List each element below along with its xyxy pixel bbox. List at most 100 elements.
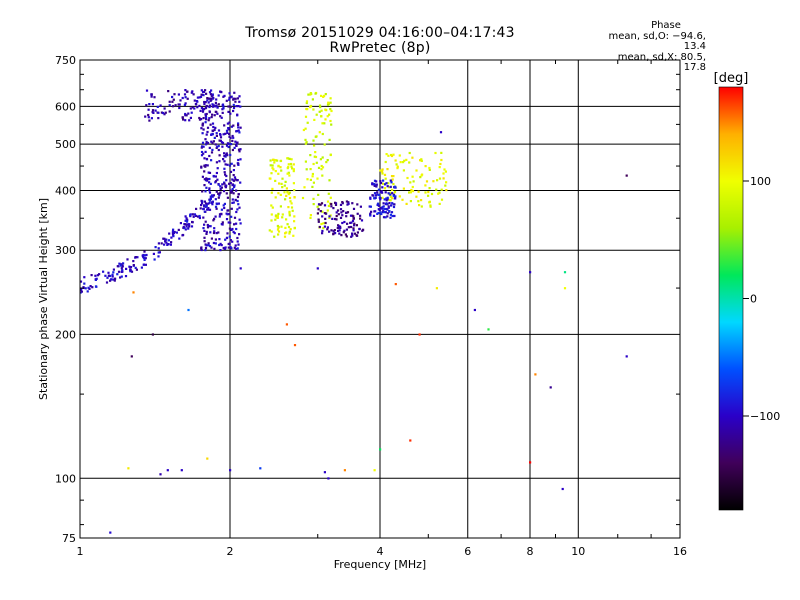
echo-point [317, 193, 320, 196]
echo-point [338, 229, 341, 232]
echo-point [228, 98, 231, 101]
echo-point [427, 194, 430, 197]
echo-point [186, 218, 189, 221]
echo-point [355, 224, 358, 227]
echo-point [204, 113, 207, 116]
echo-point [209, 225, 212, 228]
echo-point [429, 205, 432, 208]
echo-point [289, 200, 292, 203]
echo-point [238, 95, 241, 98]
echo-point [226, 154, 229, 157]
echo-point [287, 225, 291, 229]
echo-point [142, 256, 145, 260]
echo-point [326, 209, 329, 212]
echo-point [94, 274, 97, 277]
echo-point [207, 202, 210, 205]
echo-point [412, 180, 415, 183]
echo-point [292, 182, 295, 185]
echo-point [128, 265, 131, 268]
echo-point [179, 222, 182, 225]
echo-point [207, 178, 210, 181]
echo-point [381, 196, 384, 199]
echo-point [209, 199, 212, 202]
echo-point [290, 158, 293, 161]
echo-point [210, 89, 213, 92]
echo-point [309, 93, 312, 96]
echo-point [341, 214, 344, 217]
echo-point [389, 193, 392, 196]
echo-point [234, 199, 237, 202]
echo-point [230, 215, 233, 218]
echo-point [221, 145, 224, 148]
echo-point [333, 229, 336, 232]
echo-point [186, 90, 189, 93]
echo-point [382, 209, 385, 213]
echo-point [287, 171, 290, 174]
echo-point [112, 278, 115, 281]
echo-point [177, 93, 180, 96]
echo-point [201, 190, 204, 193]
echo-point [276, 159, 279, 162]
echo-point [229, 181, 232, 185]
echo-point [235, 222, 238, 225]
echo-point [305, 168, 308, 171]
echo-point [314, 151, 317, 154]
echo-point [169, 243, 172, 246]
echo-point [386, 212, 389, 215]
echo-point [182, 233, 185, 237]
echo-point [216, 167, 219, 170]
echo-point [214, 180, 218, 183]
echo-point [344, 233, 347, 236]
echo-point [332, 232, 335, 235]
echo-point [287, 206, 290, 209]
echo-point [223, 202, 226, 205]
echo-point [327, 101, 330, 104]
echo-point [208, 104, 211, 107]
echo-point [432, 180, 435, 183]
echo-point [351, 234, 354, 237]
echo-point [352, 229, 355, 232]
echo-point [83, 276, 86, 279]
echo-point [132, 264, 135, 267]
echo-point [79, 288, 82, 291]
echo-point [106, 276, 109, 279]
echo-point [321, 132, 324, 136]
echo-point [408, 191, 411, 194]
echo-point [359, 214, 362, 217]
echo-point [277, 212, 280, 215]
echo-point [381, 191, 384, 194]
echo-point [200, 154, 204, 157]
echo-point [356, 203, 359, 206]
echo-point [95, 277, 98, 280]
echo-point [386, 196, 389, 199]
echo-point [385, 202, 388, 205]
echo-point [212, 219, 215, 222]
echo-point [396, 167, 399, 170]
echo-point [202, 216, 205, 219]
echo-point [165, 238, 168, 241]
echo-point [167, 90, 170, 93]
echo-point [391, 192, 394, 195]
echo-point [381, 211, 384, 214]
echo-point-isolated [418, 333, 421, 336]
echo-point [205, 143, 208, 146]
echo-point [415, 169, 418, 172]
echo-point [183, 103, 186, 106]
echo-point [388, 210, 391, 213]
echo-point [425, 180, 429, 183]
echo-point [235, 130, 239, 133]
echo-point [171, 95, 174, 99]
echo-point [145, 253, 148, 257]
echo-point [411, 185, 414, 189]
echo-point-isolated [487, 328, 490, 331]
echo-point [283, 184, 286, 187]
echo-point [218, 139, 221, 142]
echo-point [325, 161, 328, 164]
echo-point [237, 163, 240, 166]
echo-point-isolated [130, 355, 133, 358]
echo-point [210, 159, 213, 162]
echo-point [212, 194, 215, 197]
echo-point [443, 168, 446, 171]
echo-point [204, 89, 207, 92]
